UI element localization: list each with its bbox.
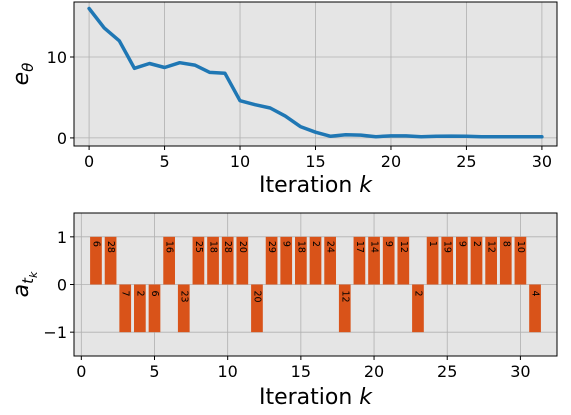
action-bar (251, 284, 263, 333)
bar-data-label: 12 (486, 241, 497, 253)
x-tick-label: 30 (510, 362, 530, 381)
action-bar (177, 284, 190, 333)
bar-data-label: 9 (456, 241, 467, 247)
action-bar (280, 236, 293, 285)
bar-data-label: 18 (295, 241, 306, 253)
action-bar (441, 236, 454, 285)
bar-data-label: 12 (398, 241, 409, 253)
x-tick-label: 30 (532, 152, 552, 171)
action-bar (529, 284, 541, 333)
action-bar (499, 236, 512, 285)
y-tick-label: 0 (57, 129, 67, 148)
bar-data-label: 14 (369, 241, 380, 253)
bar-data-label: 6 (149, 291, 160, 297)
action-bar (368, 236, 380, 285)
bar-data-label: 1 (427, 241, 438, 247)
bar-data-label: 12 (339, 291, 350, 303)
bar-data-label: 20 (251, 291, 262, 303)
action-bar (207, 236, 219, 285)
x-tick-label: 0 (84, 152, 94, 171)
bar-data-label: 20 (237, 241, 248, 253)
bar-data-label: 18 (208, 241, 219, 253)
bar-data-label: 19 (442, 241, 453, 253)
bar-data-label: 10 (515, 241, 526, 253)
bar-data-label: 28 (105, 241, 116, 253)
action-bar (397, 236, 410, 285)
x-tick-label: 10 (230, 152, 250, 171)
x-tick-label: 25 (456, 152, 476, 171)
x-tick-label: 5 (159, 152, 169, 171)
action-bar (324, 236, 336, 285)
action-y-axis-label: atk (9, 271, 40, 297)
action-bar (338, 284, 351, 333)
action-x-axis-label: Iteration k (259, 385, 373, 410)
action-bar (382, 236, 395, 285)
x-tick-label: 20 (381, 152, 401, 171)
bar-data-label: 23 (178, 291, 189, 303)
bar-data-label: 16 (164, 241, 175, 253)
action-bar (514, 236, 527, 285)
action-bar (309, 236, 322, 285)
bar-data-label: 17 (354, 241, 365, 253)
x-tick-label: 10 (218, 362, 238, 381)
bar-data-label: 2 (412, 291, 423, 297)
bar-data-label: 2 (471, 241, 482, 247)
action-ticks: 0 5 10 15 20 25 30 −1 0 1 (43, 228, 530, 381)
error-series (87, 6, 544, 139)
error-ticks: 0 5 10 15 20 25 30 0 10 (47, 48, 552, 171)
action-bar (412, 284, 424, 333)
x-tick-label: 0 (76, 362, 86, 381)
bar-data-label: 7 (120, 291, 131, 297)
action-bar (265, 236, 278, 285)
bar-data-label: 29 (266, 241, 277, 253)
bar-data-label: 8 (500, 241, 511, 247)
action-bar (90, 236, 102, 285)
bar-data-label: 2 (134, 291, 145, 297)
bar-data-label: 28 (222, 241, 233, 253)
action-bar (353, 236, 366, 285)
error-y-axis-label: eθ (9, 63, 37, 86)
bar-data-label: 4 (530, 291, 541, 297)
y-tick-label: 10 (47, 48, 67, 67)
y-tick-label: 0 (57, 276, 67, 295)
action-bar (192, 236, 205, 285)
x-tick-label: 25 (437, 362, 457, 381)
action-bar (163, 236, 175, 285)
action-bar (470, 236, 483, 285)
y-tick-label: −1 (43, 323, 67, 342)
x-tick-label: 20 (364, 362, 384, 381)
bar-data-label: 9 (281, 241, 292, 247)
bar-data-label: 24 (325, 241, 336, 253)
x-tick-label: 5 (149, 362, 159, 381)
action-bar (485, 236, 497, 285)
error-x-axis-label: Iteration k (259, 173, 373, 198)
error-chart: 0 5 10 15 20 25 30 0 10 Iteration k eθ (9, 1, 558, 198)
bar-data-label: 9 (383, 241, 394, 247)
action-bar (295, 236, 307, 285)
action-bar (236, 236, 249, 285)
y-tick-label: 1 (57, 228, 67, 247)
action-bar (426, 236, 439, 285)
x-tick-label: 15 (291, 362, 311, 381)
action-bar (456, 236, 468, 285)
action-bar (119, 284, 132, 333)
x-tick-label: 15 (305, 152, 325, 171)
action-bar (104, 236, 117, 285)
action-bar (134, 284, 146, 333)
bar-data-label: 6 (90, 241, 101, 247)
action-bar (148, 284, 161, 333)
action-bar (221, 236, 234, 285)
error-line (87, 6, 544, 139)
bar-data-label: 25 (193, 241, 204, 253)
bar-data-label: 2 (310, 241, 321, 247)
